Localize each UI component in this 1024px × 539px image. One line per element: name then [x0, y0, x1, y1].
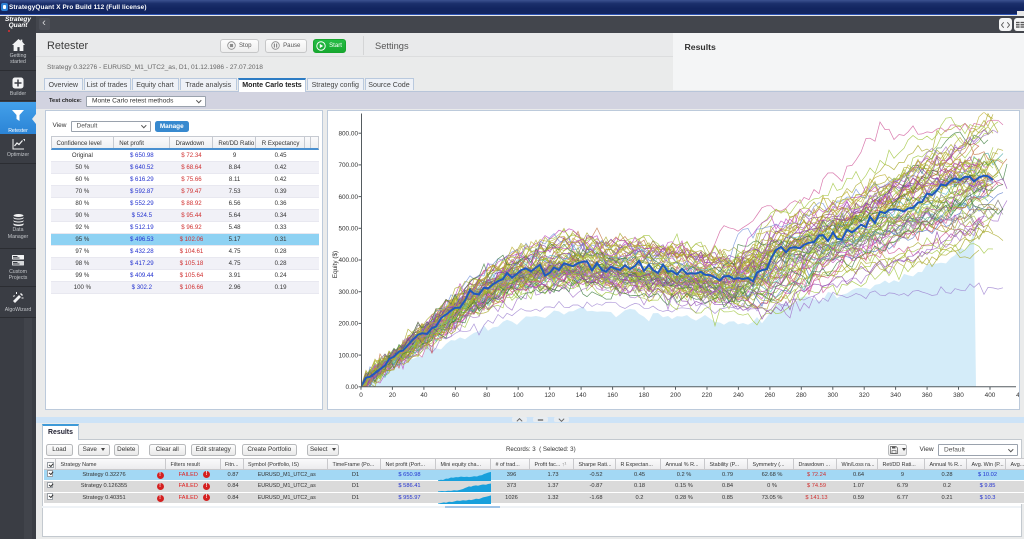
- svg-text:20: 20: [389, 392, 397, 399]
- svg-text:200.00: 200.00: [338, 320, 358, 327]
- svg-text:160: 160: [607, 392, 618, 399]
- svg-text:280: 280: [796, 392, 807, 399]
- svg-text:700.00: 700.00: [338, 162, 358, 169]
- svg-text:40: 40: [420, 392, 428, 399]
- svg-text:100.00: 100.00: [338, 352, 358, 359]
- svg-text:100: 100: [513, 392, 524, 399]
- svg-text:240: 240: [733, 392, 744, 399]
- svg-text:260: 260: [765, 392, 776, 399]
- svg-text:0: 0: [359, 392, 363, 399]
- svg-text:800.00: 800.00: [338, 130, 358, 137]
- svg-text:300: 300: [827, 392, 838, 399]
- svg-text:120: 120: [544, 392, 555, 399]
- svg-text:140: 140: [576, 392, 587, 399]
- svg-text:380: 380: [953, 392, 964, 399]
- svg-text:400.00: 400.00: [338, 257, 358, 264]
- svg-text:500.00: 500.00: [338, 225, 358, 232]
- svg-text:320: 320: [859, 392, 870, 399]
- svg-text:80: 80: [483, 392, 491, 399]
- svg-text:Equity ($): Equity ($): [332, 250, 339, 277]
- svg-text:300.00: 300.00: [338, 288, 358, 295]
- svg-text:220: 220: [702, 392, 713, 399]
- svg-text:200: 200: [670, 392, 681, 399]
- svg-text:420: 420: [1016, 392, 1019, 399]
- svg-text:340: 340: [890, 392, 901, 399]
- svg-text:400: 400: [985, 392, 996, 399]
- svg-text:60: 60: [452, 392, 460, 399]
- svg-text:0.00: 0.00: [346, 384, 359, 391]
- svg-text:360: 360: [922, 392, 933, 399]
- svg-text:180: 180: [639, 392, 650, 399]
- svg-text:600.00: 600.00: [338, 193, 358, 200]
